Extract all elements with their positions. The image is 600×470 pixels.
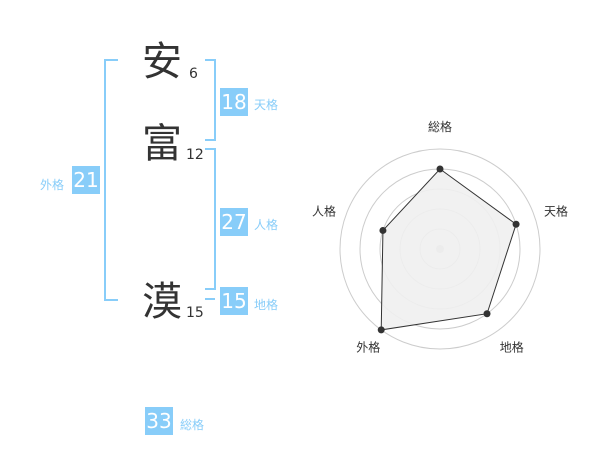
radar-ring [339,148,541,350]
chikaku-label: 地格 [254,298,279,312]
radar-point [436,165,444,173]
chikaku-connector [205,298,215,300]
gaikaku-label: 外格 [40,178,65,192]
stroke-count-3: 15 [186,305,204,321]
chikaku-value: 15 [220,287,248,315]
radar-axis-label: 総格 [428,119,452,134]
soukaku-label: 総格 [180,418,205,432]
gaikaku-bracket [104,59,118,301]
gaikaku-value: 21 [72,166,100,194]
tenkaku-label: 天格 [254,98,279,112]
name-char-3: 漠 [142,279,182,325]
name-char-1: 安 [142,39,182,85]
radar-axis-label: 人格 [312,203,336,218]
radar-axis-label: 天格 [544,203,568,218]
radar-point [379,226,387,234]
radar-point [377,326,385,334]
stroke-count-2: 12 [186,147,204,163]
radar-axis-label: 外格 [356,340,380,355]
stroke-count-1: 6 [189,66,198,82]
tenkaku-value: 18 [220,88,248,116]
soukaku-value: 33 [145,407,173,435]
name-char-2: 富 [142,121,182,167]
radar-point [483,310,491,318]
radar-point [512,220,520,228]
jinkaku-label: 人格 [254,218,279,232]
jinkaku-bracket [205,148,216,290]
jinkaku-value: 27 [220,208,248,236]
radar-area [380,168,517,331]
tenkaku-bracket [205,59,216,141]
radar-axis-label: 地格 [500,340,524,355]
